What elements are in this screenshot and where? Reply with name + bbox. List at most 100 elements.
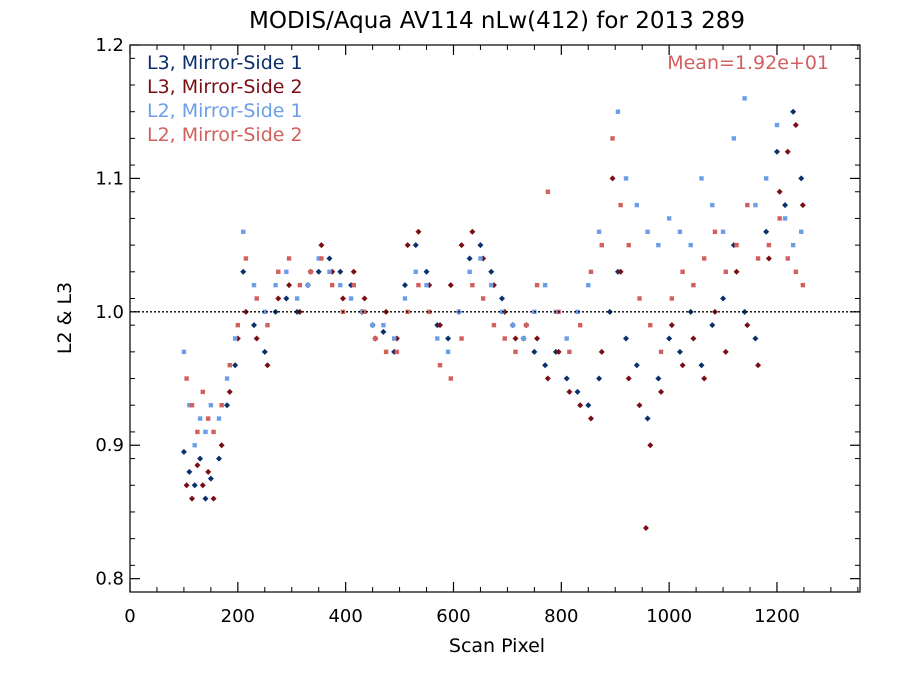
data-point bbox=[286, 256, 292, 261]
data-point bbox=[733, 268, 740, 275]
data-point bbox=[413, 269, 418, 275]
data-point bbox=[623, 176, 629, 181]
data-point bbox=[469, 228, 476, 235]
data-point bbox=[637, 296, 642, 301]
data-point bbox=[502, 336, 507, 341]
data-point bbox=[566, 388, 573, 395]
y-tick-label: 1.0 bbox=[95, 302, 124, 323]
data-point bbox=[753, 202, 758, 208]
data-point bbox=[782, 202, 789, 209]
x-tick-label: 400 bbox=[328, 606, 362, 627]
data-point bbox=[647, 442, 654, 449]
data-point bbox=[545, 189, 551, 194]
data-point bbox=[218, 442, 225, 449]
data-point bbox=[447, 282, 454, 289]
data-point bbox=[448, 376, 453, 381]
y-tick-label: 0.8 bbox=[95, 569, 124, 590]
data-point bbox=[251, 322, 258, 329]
data-point bbox=[361, 295, 368, 302]
legend-entry-2: L3, Mirror-Side 2 bbox=[147, 76, 303, 98]
data-point bbox=[197, 416, 203, 421]
data-point bbox=[776, 188, 783, 195]
data-point bbox=[666, 216, 672, 221]
data-point bbox=[195, 429, 200, 435]
data-point bbox=[763, 228, 770, 235]
data-point bbox=[319, 256, 324, 261]
data-point bbox=[658, 388, 665, 395]
data-point bbox=[625, 375, 632, 382]
data-point bbox=[383, 349, 389, 355]
y-tick-label: 0.9 bbox=[95, 435, 124, 456]
legend: L3, Mirror-Side 1L3, Mirror-Side 2L2, Mi… bbox=[147, 52, 303, 146]
data-point bbox=[798, 175, 805, 182]
data-point bbox=[337, 268, 344, 275]
data-point bbox=[402, 296, 408, 301]
data-point bbox=[243, 256, 249, 261]
data-point bbox=[752, 335, 759, 342]
data-point bbox=[205, 416, 211, 421]
data-point bbox=[799, 229, 804, 234]
data-point bbox=[219, 403, 224, 408]
data-point bbox=[645, 229, 650, 234]
data-point bbox=[782, 216, 788, 221]
data-point bbox=[264, 362, 271, 369]
data-point bbox=[412, 242, 419, 249]
data-point bbox=[308, 269, 313, 275]
x-tick-label: 1200 bbox=[754, 606, 800, 627]
data-point bbox=[691, 282, 696, 288]
data-point bbox=[183, 482, 190, 489]
data-point bbox=[679, 362, 686, 369]
data-point bbox=[755, 256, 761, 261]
data-point bbox=[351, 282, 356, 288]
data-point bbox=[338, 282, 343, 288]
data-point bbox=[226, 388, 233, 395]
series-3-points bbox=[181, 96, 804, 448]
legend-entry-4: L2, Mirror-Side 2 bbox=[147, 124, 303, 146]
data-point bbox=[755, 362, 762, 369]
data-point bbox=[381, 322, 386, 328]
data-point bbox=[534, 335, 541, 342]
data-point bbox=[712, 229, 718, 234]
data-point bbox=[458, 242, 465, 249]
data-point bbox=[512, 335, 519, 342]
data-point bbox=[286, 282, 293, 289]
data-point bbox=[587, 415, 594, 422]
data-point bbox=[723, 269, 728, 275]
data-point bbox=[555, 348, 562, 355]
data-point bbox=[427, 309, 432, 315]
data-point bbox=[200, 389, 205, 395]
data-point bbox=[394, 349, 400, 355]
data-point bbox=[437, 362, 443, 368]
data-point bbox=[784, 148, 791, 155]
x-tick-label: 1000 bbox=[646, 606, 692, 627]
legend-entry-3: L2, Mirror-Side 1 bbox=[147, 100, 303, 122]
data-point bbox=[666, 335, 673, 342]
data-point bbox=[424, 282, 429, 288]
data-point bbox=[617, 268, 624, 275]
data-point bbox=[283, 295, 290, 302]
data-point bbox=[773, 148, 780, 155]
data-point bbox=[275, 295, 282, 302]
data-point bbox=[316, 256, 321, 261]
data-point bbox=[766, 242, 772, 248]
data-point bbox=[207, 475, 214, 482]
data-point bbox=[648, 322, 653, 328]
data-point bbox=[273, 282, 278, 288]
data-point bbox=[793, 269, 799, 275]
y-tick-label: 1.2 bbox=[95, 35, 124, 56]
data-point bbox=[676, 348, 683, 355]
data-point bbox=[202, 495, 209, 502]
data-point bbox=[297, 282, 303, 288]
data-point bbox=[588, 269, 594, 275]
data-point bbox=[199, 482, 206, 489]
data-point bbox=[242, 308, 249, 315]
data-point bbox=[701, 256, 707, 261]
data-point bbox=[197, 455, 204, 462]
data-point bbox=[563, 375, 570, 382]
series-2-points bbox=[183, 122, 806, 531]
data-point bbox=[315, 268, 322, 275]
data-point bbox=[575, 309, 580, 315]
data-point bbox=[745, 202, 750, 208]
data-point bbox=[416, 282, 421, 288]
data-point bbox=[181, 349, 187, 355]
